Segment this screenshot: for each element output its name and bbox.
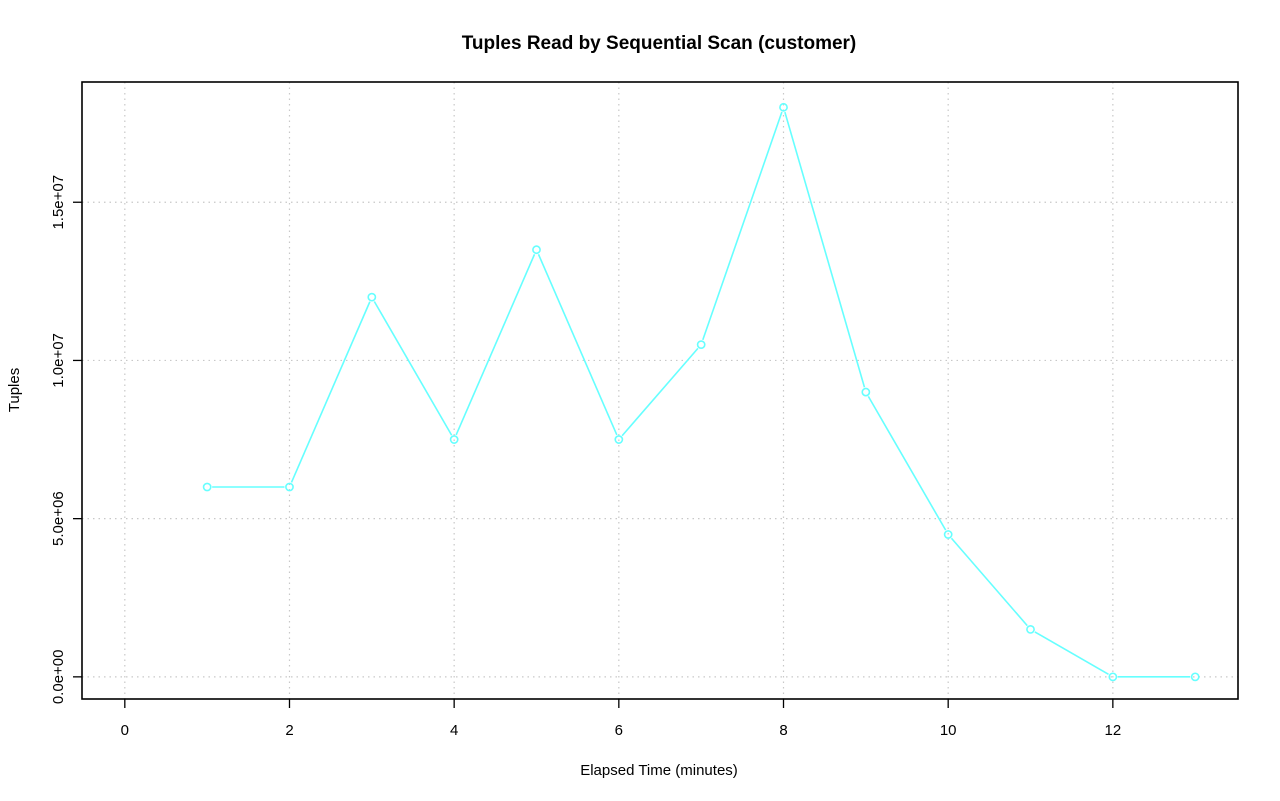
y-axis-label: Tuples	[6, 368, 23, 412]
data-point	[943, 530, 953, 539]
data-point	[367, 292, 377, 302]
y-tick-label: 1.0e+07	[50, 333, 67, 388]
series-line-segment	[290, 301, 371, 483]
series-line-segment	[373, 301, 453, 436]
data-point	[1026, 624, 1035, 634]
series-layer	[202, 102, 1200, 682]
grid	[82, 82, 1238, 699]
y-tick-label: 0.0e+00	[50, 650, 67, 705]
y-tick-label: 5.0e+06	[50, 491, 67, 546]
series-line-segment	[455, 253, 536, 436]
data-point	[696, 340, 706, 350]
x-tick-label: 4	[450, 722, 458, 739]
data-point	[614, 435, 624, 444]
data-point	[449, 435, 459, 444]
series-line-segment	[621, 347, 699, 437]
y-tick-label: 1.5e+07	[50, 175, 67, 230]
data-point	[285, 482, 294, 492]
x-tick-label: 6	[615, 722, 623, 739]
data-point	[779, 102, 788, 112]
x-tick-label: 10	[940, 722, 957, 739]
data-point	[202, 482, 212, 492]
x-axis-label: Elapsed Time (minutes)	[580, 762, 738, 779]
x-tick-label: 0	[121, 722, 129, 739]
x-tick-label: 12	[1105, 722, 1122, 739]
data-point	[1108, 672, 1118, 682]
chart-title: Tuples Read by Sequential Scan (customer…	[462, 33, 857, 54]
series-line-segment	[702, 111, 783, 341]
x-tick-label: 8	[779, 722, 787, 739]
series-line-segment	[950, 537, 1028, 627]
series-line-segment	[784, 111, 866, 388]
axis-ticks: 0 2 4 6 8 10 12 0.0e+00 5.0e+06 1.0e+07 1.5e+07	[50, 175, 1121, 739]
data-point	[532, 245, 541, 255]
series-line-segment	[537, 253, 618, 436]
series-line-segment	[1034, 631, 1109, 676]
data-point	[861, 387, 871, 397]
series-line-segment	[867, 396, 947, 531]
x-tick-label: 2	[285, 722, 293, 739]
plot-frame	[81, 81, 1239, 700]
data-point	[1190, 672, 1200, 682]
